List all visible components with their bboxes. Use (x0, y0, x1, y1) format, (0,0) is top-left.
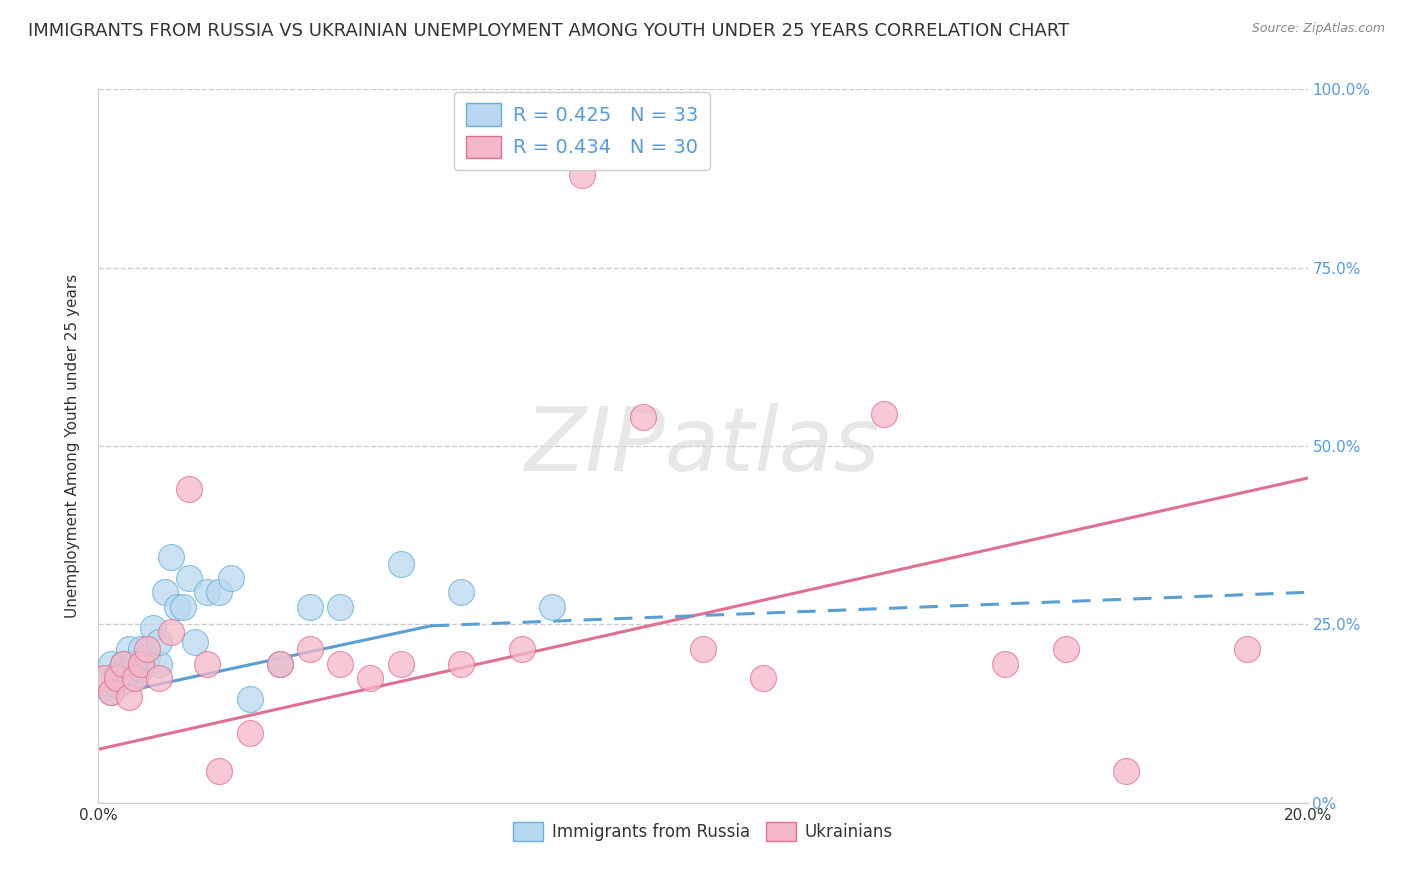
Point (160, 624, 183, 639)
Point (195, 657, 218, 671)
Text: ZIPatlas: ZIPatlas (526, 403, 880, 489)
Point (360, 671, 382, 685)
Point (239, 692, 262, 706)
Point (166, 599, 188, 614)
Point (135, 649, 157, 664)
Point (148, 671, 170, 685)
Text: Source: ZipAtlas.com: Source: ZipAtlas.com (1251, 22, 1385, 36)
Point (148, 657, 170, 671)
Point (389, 657, 412, 671)
Point (93, 671, 115, 685)
Point (135, 642, 157, 657)
Point (450, 585, 472, 599)
Point (450, 657, 472, 671)
Point (510, 642, 533, 657)
Y-axis label: Unemployment Among Youth under 25 years: Unemployment Among Youth under 25 years (65, 274, 80, 618)
Point (100, 685, 122, 699)
Point (540, 599, 562, 614)
Point (571, 168, 593, 182)
Point (111, 657, 134, 671)
Point (105, 671, 128, 685)
Point (329, 657, 352, 671)
Point (129, 662, 152, 676)
Point (389, 557, 412, 571)
Point (111, 674, 134, 689)
Point (148, 635, 170, 649)
Point (631, 410, 654, 425)
Point (208, 585, 231, 599)
Point (269, 657, 291, 671)
Point (1236, 642, 1258, 657)
Point (299, 642, 322, 657)
Point (124, 669, 146, 683)
Point (142, 621, 165, 635)
Point (752, 671, 775, 685)
Point (111, 657, 134, 671)
Point (1115, 764, 1137, 778)
Point (239, 726, 262, 740)
Point (160, 549, 183, 564)
Point (124, 657, 146, 671)
Point (93, 671, 115, 685)
Point (129, 642, 152, 657)
Point (118, 642, 141, 657)
Point (118, 690, 141, 705)
Point (1054, 642, 1077, 657)
Point (100, 685, 122, 699)
Point (269, 657, 291, 671)
Point (195, 585, 218, 599)
Point (172, 599, 194, 614)
Point (179, 482, 201, 496)
Point (692, 642, 714, 657)
Point (118, 664, 141, 678)
Point (129, 657, 152, 671)
Point (299, 599, 322, 614)
Point (105, 678, 128, 692)
Text: IMMIGRANTS FROM RUSSIA VS UKRAINIAN UNEMPLOYMENT AMONG YOUTH UNDER 25 YEARS CORR: IMMIGRANTS FROM RUSSIA VS UKRAINIAN UNEM… (28, 22, 1070, 40)
Point (124, 671, 146, 685)
Legend: Immigrants from Russia, Ukrainians: Immigrants from Russia, Ukrainians (506, 815, 900, 848)
Point (153, 585, 176, 599)
Point (105, 667, 128, 681)
Point (184, 635, 207, 649)
Point (208, 764, 231, 778)
Point (994, 657, 1017, 671)
Point (221, 571, 243, 585)
Point (179, 571, 201, 585)
Point (873, 407, 896, 421)
Point (329, 599, 352, 614)
Point (100, 657, 122, 671)
